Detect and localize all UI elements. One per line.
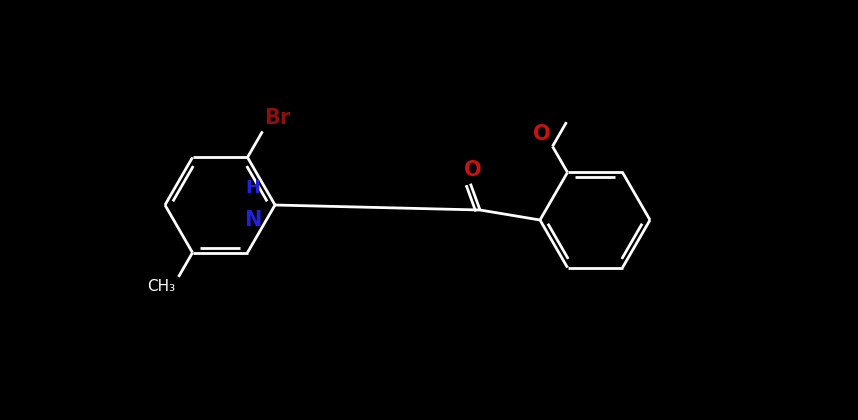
Text: O: O — [533, 124, 551, 144]
Text: O: O — [463, 160, 481, 180]
Text: Br: Br — [264, 108, 291, 129]
Text: H: H — [245, 179, 261, 197]
Text: N: N — [245, 210, 262, 230]
Text: CH₃: CH₃ — [148, 279, 176, 294]
